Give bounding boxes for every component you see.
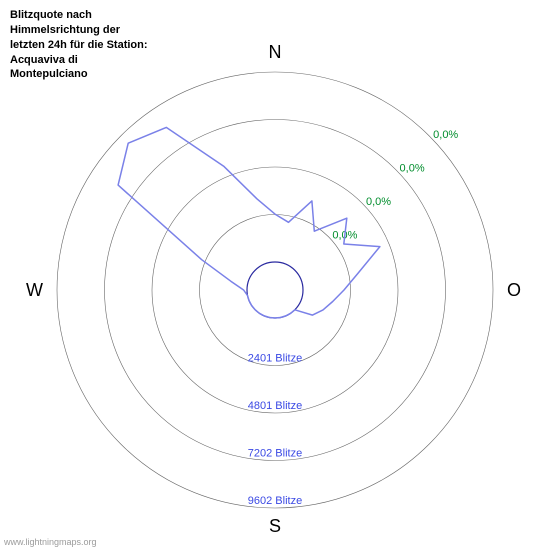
compass-label: S: [269, 516, 281, 536]
grid-ring: [152, 167, 398, 413]
count-label: 9602 Blitze: [248, 495, 302, 507]
count-label: 2401 Blitze: [248, 353, 302, 365]
pct-label: 0,0%: [433, 129, 458, 141]
compass-label: N: [269, 42, 282, 62]
polar-chart: NOSW0,0%0,0%0,0%0,0%2401 Blitze4801 Blit…: [0, 0, 550, 550]
grid-ring: [200, 215, 351, 366]
rose-series: [118, 127, 380, 318]
compass-label: O: [507, 280, 521, 300]
pct-label: 0,0%: [400, 162, 425, 174]
compass-label: W: [26, 280, 43, 300]
grid-ring: [57, 72, 493, 508]
count-label: 7202 Blitze: [248, 448, 302, 460]
footer-credit: www.lightningmaps.org: [4, 537, 97, 547]
count-label: 4801 Blitze: [248, 400, 302, 412]
pct-label: 0,0%: [366, 196, 391, 208]
